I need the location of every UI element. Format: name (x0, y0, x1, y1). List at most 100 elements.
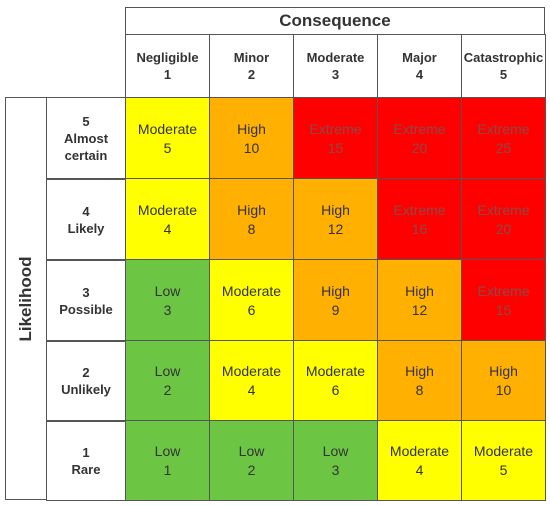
risk-score: 8 (247, 220, 256, 237)
risk-score: 8 (415, 382, 424, 398)
column-header: Moderate 3 (293, 34, 378, 98)
risk-score: 25 (495, 139, 512, 156)
risk-label: Extreme (477, 282, 530, 299)
risk-cell-high: High 8 (209, 178, 294, 261)
risk-label: Moderate (137, 201, 198, 218)
risk-cell-moderate: Moderate 6 (293, 340, 378, 422)
row-name: Likely (67, 220, 105, 236)
risk-score: 16 (411, 220, 428, 237)
risk-label: Extreme (477, 120, 530, 137)
risk-label: High (489, 363, 518, 379)
risk-label: Low (154, 442, 181, 459)
risk-score: 2 (247, 461, 256, 478)
column-number: 3 (331, 67, 340, 82)
column-number: 4 (415, 67, 424, 82)
risk-score: 20 (495, 220, 512, 237)
risk-cell-high: High 10 (209, 97, 294, 180)
risk-score: 5 (499, 461, 508, 478)
risk-label: Extreme (393, 201, 446, 218)
risk-label: High (321, 282, 350, 299)
row-header: 3 Possible (46, 259, 126, 342)
row-number: 1 (82, 444, 90, 460)
risk-label: Low (238, 442, 265, 459)
risk-label: Moderate (221, 282, 282, 299)
risk-label: Low (154, 363, 181, 379)
column-number: 5 (499, 67, 508, 82)
risk-label: High (237, 120, 266, 137)
risk-label: Moderate (389, 442, 450, 459)
risk-cell-moderate: Moderate 4 (125, 178, 210, 261)
risk-cell-extreme: Extreme 20 (377, 97, 462, 180)
risk-cell-high: High 10 (461, 340, 546, 422)
risk-score: 12 (411, 301, 428, 318)
row-number: 3 (82, 284, 90, 300)
risk-label: Extreme (309, 120, 362, 137)
column-header: Catastrophic 5 (461, 34, 546, 98)
risk-score: 6 (331, 382, 340, 398)
risk-cell-moderate: Moderate 5 (125, 97, 210, 180)
risk-cell-extreme: Extreme 20 (461, 178, 546, 261)
risk-score: 6 (247, 301, 256, 318)
risk-cell-extreme: Extreme 15 (293, 97, 378, 180)
risk-score: 10 (243, 139, 260, 156)
row-name: Almost certain (63, 131, 109, 163)
risk-cell-extreme: Extreme 16 (377, 178, 462, 261)
risk-cell-high: High 9 (293, 259, 378, 342)
risk-score: 3 (331, 461, 340, 478)
risk-cell-low: Low 2 (209, 420, 294, 501)
risk-cell-low: Low 3 (293, 420, 378, 501)
risk-label: High (321, 201, 350, 218)
risk-score: 15 (327, 139, 344, 156)
risk-label: Low (322, 442, 349, 459)
column-name: Major (402, 50, 437, 65)
risk-cell-extreme: Extreme 15 (461, 259, 546, 342)
column-header: Major 4 (377, 34, 462, 98)
risk-cell-extreme: Extreme 25 (461, 97, 546, 180)
risk-label: Moderate (473, 442, 534, 459)
row-number: 2 (82, 365, 90, 380)
risk-label: Moderate (221, 363, 282, 379)
risk-score: 4 (247, 382, 256, 398)
risk-label: High (405, 363, 434, 379)
row-header: 4 Likely (46, 178, 126, 261)
row-name: Unlikely (61, 382, 111, 397)
consequence-header: Consequence (125, 7, 545, 35)
risk-label: High (405, 282, 434, 299)
column-name: Negligible (136, 50, 199, 65)
risk-cell-moderate: Moderate 6 (209, 259, 294, 342)
risk-label: Moderate (137, 120, 198, 137)
risk-label: Moderate (305, 363, 366, 379)
row-name: Rare (71, 461, 101, 477)
risk-score: 10 (495, 382, 512, 398)
row-header: 5 Almost certain (46, 97, 126, 180)
risk-cell-moderate: Moderate 4 (209, 340, 294, 422)
risk-label: Extreme (393, 120, 446, 137)
likelihood-header: Likelihood (5, 97, 47, 500)
risk-score: 5 (163, 139, 172, 156)
row-name: Possible (59, 301, 113, 317)
risk-cell-moderate: Moderate 5 (461, 420, 546, 501)
risk-score: 2 (163, 382, 172, 398)
risk-score: 4 (163, 220, 172, 237)
row-header: 1 Rare (46, 420, 126, 501)
risk-cell-high: High 8 (377, 340, 462, 422)
column-name: Minor (233, 50, 270, 65)
column-header: Minor 2 (209, 34, 294, 98)
column-name: Moderate (306, 50, 365, 65)
column-number: 2 (247, 67, 256, 82)
risk-label: High (237, 201, 266, 218)
risk-cell-low: Low 2 (125, 340, 210, 422)
risk-score: 1 (163, 461, 172, 478)
risk-cell-moderate: Moderate 4 (377, 420, 462, 501)
risk-score: 12 (327, 220, 344, 237)
risk-score: 9 (331, 301, 340, 318)
row-number: 5 (82, 114, 90, 129)
risk-cell-low: Low 3 (125, 259, 210, 342)
risk-score: 20 (411, 139, 428, 156)
risk-cell-high: High 12 (377, 259, 462, 342)
risk-cell-low: Low 1 (125, 420, 210, 501)
risk-score: 15 (495, 301, 512, 318)
risk-label: Extreme (477, 201, 530, 218)
row-number: 4 (82, 203, 90, 219)
column-number: 1 (163, 67, 172, 82)
